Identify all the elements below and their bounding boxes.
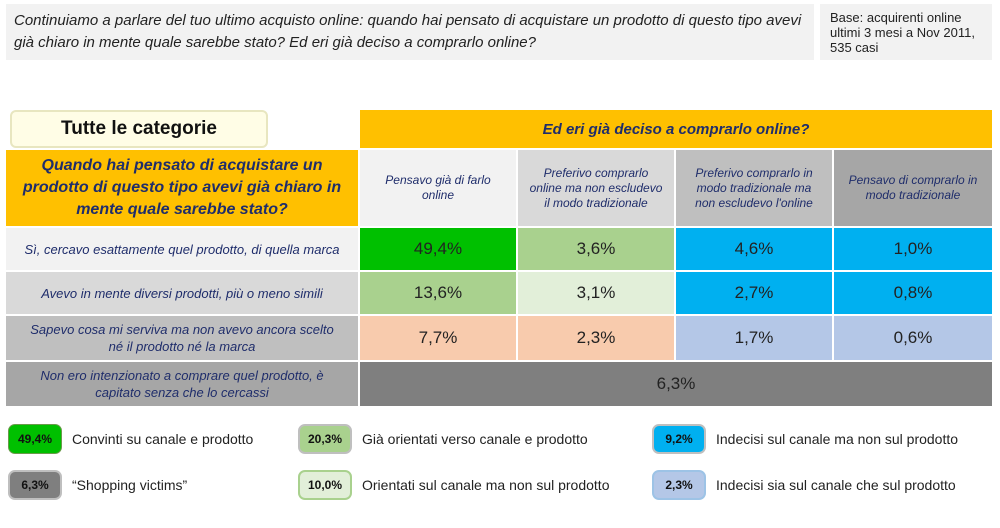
top-header: Ed eri già deciso a comprarlo online? (360, 110, 992, 148)
table-cell: 13,6% (360, 272, 516, 314)
table-cell: 49,4% (360, 228, 516, 270)
base-note: Base: acquirenti online ultimi 3 mesi a … (820, 4, 992, 60)
row-label-1: Sì, cercavo esattamente quel prodotto, d… (6, 228, 358, 270)
table-cell: 4,6% (676, 228, 832, 270)
row-label-3: Sapevo cosa mi serviva ma non avevo anco… (6, 316, 358, 360)
legend-label-1: Convinti su canale e prodotto (72, 431, 254, 447)
row-label-2: Avevo in mente diversi prodotti, più o m… (6, 272, 358, 314)
column-header-3: Preferivo comprarlo in modo tradizionale… (676, 150, 832, 226)
table-cell: 0,8% (834, 272, 992, 314)
column-header-2: Preferivo comprarlo online ma non esclud… (518, 150, 674, 226)
row-question-header: Quando hai pensato di acquistare un prod… (6, 150, 358, 226)
question-text: Continuiamo a parlare del tuo ultimo acq… (6, 4, 814, 60)
category-label: Tutte le categorie (10, 110, 268, 148)
table-cell: 7,7% (360, 316, 516, 360)
legend-label-5: Orientati sul canale ma non sul prodotto (362, 477, 610, 493)
legend-swatch-6: 2,3% (652, 470, 706, 500)
legend-swatch-2: 20,3% (298, 424, 352, 454)
legend-label-2: Già orientati verso canale e prodotto (362, 431, 588, 447)
table-cell: 1,0% (834, 228, 992, 270)
row-label-4: Non ero intenzionato a comprare quel pro… (6, 362, 358, 406)
legend-swatch-5: 10,0% (298, 470, 352, 500)
table-cell: 3,6% (518, 228, 674, 270)
legend-swatch-4: 6,3% (8, 470, 62, 500)
column-header-1: Pensavo già di farlo online (360, 150, 516, 226)
table-cell: 0,6% (834, 316, 992, 360)
table-cell: 1,7% (676, 316, 832, 360)
table-cell: 2,3% (518, 316, 674, 360)
legend-swatch-3: 9,2% (652, 424, 706, 454)
table-cell-merged: 6,3% (360, 362, 992, 406)
legend-swatch-1: 49,4% (8, 424, 62, 454)
table-cell: 3,1% (518, 272, 674, 314)
legend-label-4: “Shopping victims” (72, 477, 188, 493)
legend-label-3: Indecisi sul canale ma non sul prodotto (716, 431, 959, 447)
legend-label-6: Indecisi sia sul canale che sul prodotto (716, 477, 956, 493)
table-cell: 2,7% (676, 272, 832, 314)
column-header-4: Pensavo di comprarlo in modo tradizional… (834, 150, 992, 226)
